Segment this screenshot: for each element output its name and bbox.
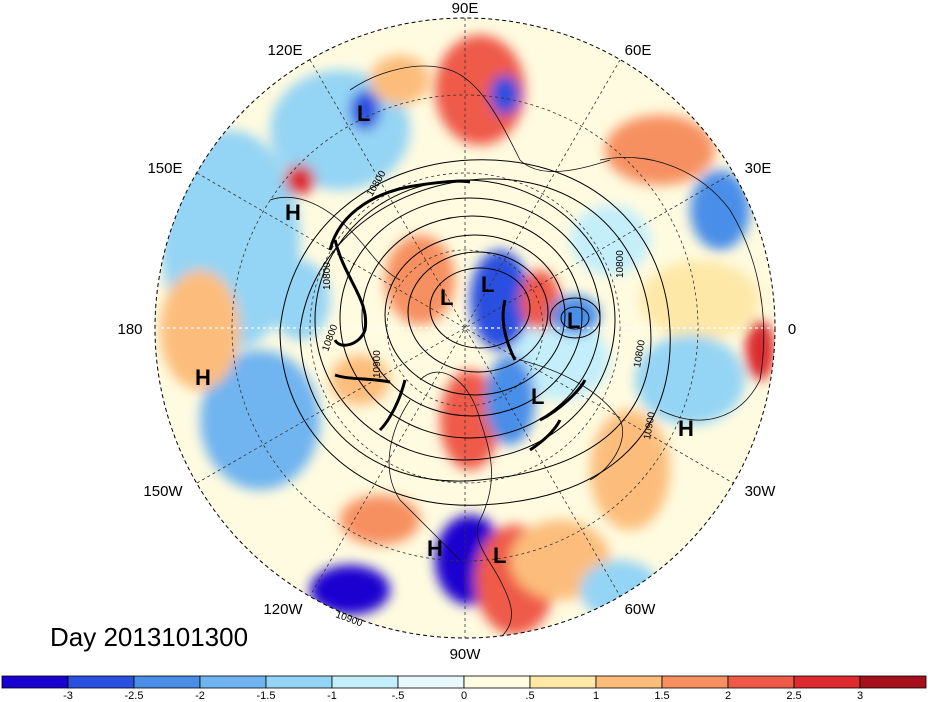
longitude-labels: 90E 120E 60E 150E 30E 180 0 150W 30W 120…	[117, 0, 796, 663]
lon-label-0: 0	[788, 321, 796, 338]
colorbar-label: 0	[461, 690, 467, 702]
contour-label: 10900	[372, 350, 383, 378]
contour-label: 10900	[642, 411, 658, 441]
colorbar-label: 2.5	[786, 690, 801, 702]
lon-label-90e: 90E	[452, 0, 479, 17]
colorbar-swatch	[463, 675, 531, 689]
contour-label: 10800	[615, 250, 626, 278]
lon-label-30w: 30W	[745, 483, 777, 500]
colorbar-swatch	[199, 675, 267, 689]
pressure-center-low: L	[567, 308, 580, 333]
colorbar-swatch	[727, 675, 795, 689]
colorbar-label: 1.5	[654, 690, 669, 702]
colorbar-swatch	[1, 675, 69, 689]
colorbar-swatch	[397, 675, 465, 689]
lon-label-30e: 30E	[745, 160, 772, 177]
contour-label: 10800	[632, 339, 648, 369]
pressure-center-high: H	[427, 536, 443, 561]
lon-label-120w: 120W	[263, 601, 303, 618]
pressure-center-high: H	[285, 200, 301, 225]
colorbar-label: -.5	[392, 690, 405, 702]
colorbar-label: -3	[63, 690, 73, 702]
colorbar-label: -2.5	[125, 690, 144, 702]
pressure-center-low: L	[481, 272, 494, 297]
colorbar: -3 -2.5 -2 -1.5 -1 -.5 0 .5 1 1.5 2 2.5 3	[1, 675, 927, 702]
colorbar-label: 1	[593, 690, 599, 702]
pressure-center-low: L	[440, 285, 453, 310]
colorbar-swatch	[133, 675, 201, 689]
colorbar-swatch	[793, 675, 861, 689]
pressure-centers: L H L L L L H H H L	[195, 101, 694, 568]
colorbar-swatch	[661, 675, 729, 689]
lon-label-60w: 60W	[625, 601, 657, 618]
colorbar-swatch	[529, 675, 597, 689]
globe-boundary	[154, 17, 776, 639]
contour-label: 10800	[322, 262, 333, 290]
graticule	[155, 18, 775, 638]
lon-label-150w: 150W	[143, 483, 183, 500]
colorbar-swatch	[67, 675, 135, 689]
colorbar-label: 2	[725, 690, 731, 702]
jet-contours	[328, 179, 587, 452]
colorbar-label: -2	[195, 690, 205, 702]
colorbar-swatch	[859, 675, 927, 689]
pressure-center-high: H	[195, 365, 211, 390]
lon-label-120e: 120E	[267, 42, 302, 59]
lon-label-180: 180	[117, 321, 142, 338]
pressure-center-high: H	[678, 416, 694, 441]
map-title: Day 2013101300	[50, 622, 248, 652]
colorbar-swatch	[331, 675, 399, 689]
lon-label-150e: 150E	[147, 160, 182, 177]
pressure-center-low: L	[531, 384, 544, 409]
colorbar-label: 3	[857, 690, 863, 702]
lon-label-60e: 60E	[625, 42, 652, 59]
lon-label-90w: 90W	[450, 646, 482, 663]
pressure-center-low: L	[493, 543, 506, 568]
colorbar-swatch	[265, 675, 333, 689]
colorbar-label: .5	[525, 690, 534, 702]
colorbar-swatch	[595, 675, 663, 689]
colorbar-label: -1.5	[257, 690, 276, 702]
colorbar-label: -1	[327, 690, 337, 702]
pressure-center-low: L	[357, 101, 370, 126]
